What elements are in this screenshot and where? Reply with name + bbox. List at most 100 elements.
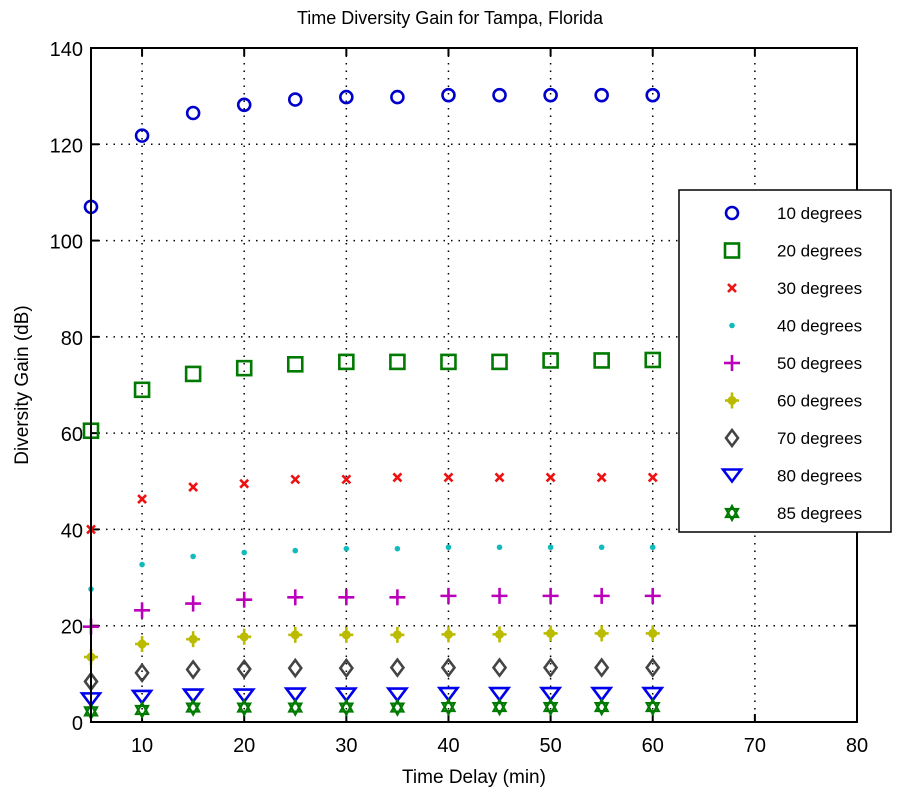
data-point-30-degrees [137,494,147,505]
x-tick-label: 70 [744,735,766,757]
data-point-10-degrees [492,87,507,103]
data-point-40-degrees [649,544,656,551]
legend-label: 60 degrees [777,392,862,411]
data-point-85-degrees [440,697,457,717]
x-tick-label: 60 [642,735,664,757]
legend-marker-70-degrees [724,427,740,449]
data-point-60-degrees [288,626,303,643]
data-point-85-degrees [236,698,253,717]
data-point-40-degrees [343,545,350,552]
data-point-50-degrees [440,587,457,604]
data-point-10-degrees [287,92,303,107]
legend-box [678,189,892,533]
data-point-30-degrees [341,474,352,485]
legend-label: 85 degrees [777,504,862,523]
legend-marker-20-degrees [723,242,741,259]
x-axis-label: Time Delay (min) [402,767,546,788]
data-point-50-degrees [389,589,406,606]
x-tick-label: 30 [335,735,357,757]
data-point-70-degrees [389,657,406,678]
legend-marker-60-degrees [725,392,739,409]
data-point-30-degrees [239,478,250,489]
y-tick-label: 60 [61,424,83,446]
data-point-70-degrees [594,657,610,678]
legend-marker-30-degrees [727,283,737,293]
data-point-85-degrees [644,697,661,717]
data-point-20-degrees [389,353,406,371]
y-tick-label: 0 [72,713,83,735]
data-point-80-degrees [641,686,665,703]
y-tick-label: 40 [61,520,83,542]
x-tick-label: 80 [846,735,868,757]
data-point-60-degrees [594,625,609,642]
data-point-40-degrees [394,545,401,552]
data-point-30-degrees [596,472,607,483]
data-point-80-degrees [283,687,307,703]
data-point-70-degrees [440,657,457,678]
data-point-20-degrees [491,353,508,371]
legend-label: 70 degrees [777,429,862,448]
data-point-70-degrees [134,662,150,684]
legend-label: 30 degrees [777,279,862,298]
data-point-85-degrees [185,698,201,717]
data-point-10-degrees [441,87,456,103]
data-point-50-degrees [287,589,304,606]
data-point-60-degrees [492,626,507,643]
data-point-60-degrees [237,628,252,645]
data-point-40-degrees [241,549,247,556]
data-point-10-degrees [134,128,150,143]
legend-marker-10-degrees [724,205,740,221]
data-point-40-degrees [496,544,503,551]
data-point-30-degrees [647,472,658,483]
data-point-60-degrees [339,626,354,643]
data-point-80-degrees [130,689,154,706]
data-point-30-degrees [545,472,556,483]
data-point-20-degrees [338,353,355,371]
data-point-80-degrees [436,686,461,703]
data-point-85-degrees [389,698,406,717]
y-tick-label: 20 [61,617,83,639]
y-axis-label: Diversity Gain (dB) [12,305,33,464]
data-point-10-degrees [236,97,252,113]
x-tick-label: 40 [437,735,459,757]
data-point-10-degrees [594,87,609,103]
data-point-60-degrees [441,626,456,643]
data-point-50-degrees [491,587,508,604]
legend-marker-40-degrees [729,322,735,329]
data-point-40-degrees [292,547,299,554]
x-tick-label: 20 [233,735,255,757]
data-point-40-degrees [547,544,554,551]
data-point-60-degrees [645,625,660,642]
data-point-60-degrees [390,626,405,643]
data-point-70-degrees [338,657,354,679]
data-point-20-degrees [440,353,457,371]
data-point-70-degrees [236,658,252,680]
legend-label: 40 degrees [777,317,862,336]
data-point-20-degrees [133,381,151,399]
y-tick-label: 100 [50,232,83,254]
data-point-30-degrees [494,472,505,483]
data-point-20-degrees [644,351,662,369]
data-point-20-degrees [593,352,610,369]
data-point-20-degrees [184,365,202,383]
data-point-80-degrees [538,686,563,703]
data-point-80-degrees [385,687,409,703]
data-point-50-degrees [236,591,253,608]
data-point-60-degrees [186,631,201,648]
data-point-80-degrees [334,687,358,703]
data-point-70-degrees [645,657,661,678]
data-point-70-degrees [491,657,508,678]
data-point-30-degrees [188,482,199,492]
data-point-40-degrees [445,544,452,551]
data-point-10-degrees [543,87,558,103]
data-point-85-degrees [542,697,559,717]
data-point-20-degrees [286,355,304,373]
data-point-20-degrees [542,352,559,369]
data-point-50-degrees [338,589,355,606]
legend-marker-80-degrees [720,468,744,484]
legend: 10 degrees 20 degrees 30 degrees 40 degrees… [678,189,892,533]
data-point-85-degrees [593,697,610,717]
data-point-80-degrees [487,686,512,703]
data-point-60-degrees [135,636,150,653]
